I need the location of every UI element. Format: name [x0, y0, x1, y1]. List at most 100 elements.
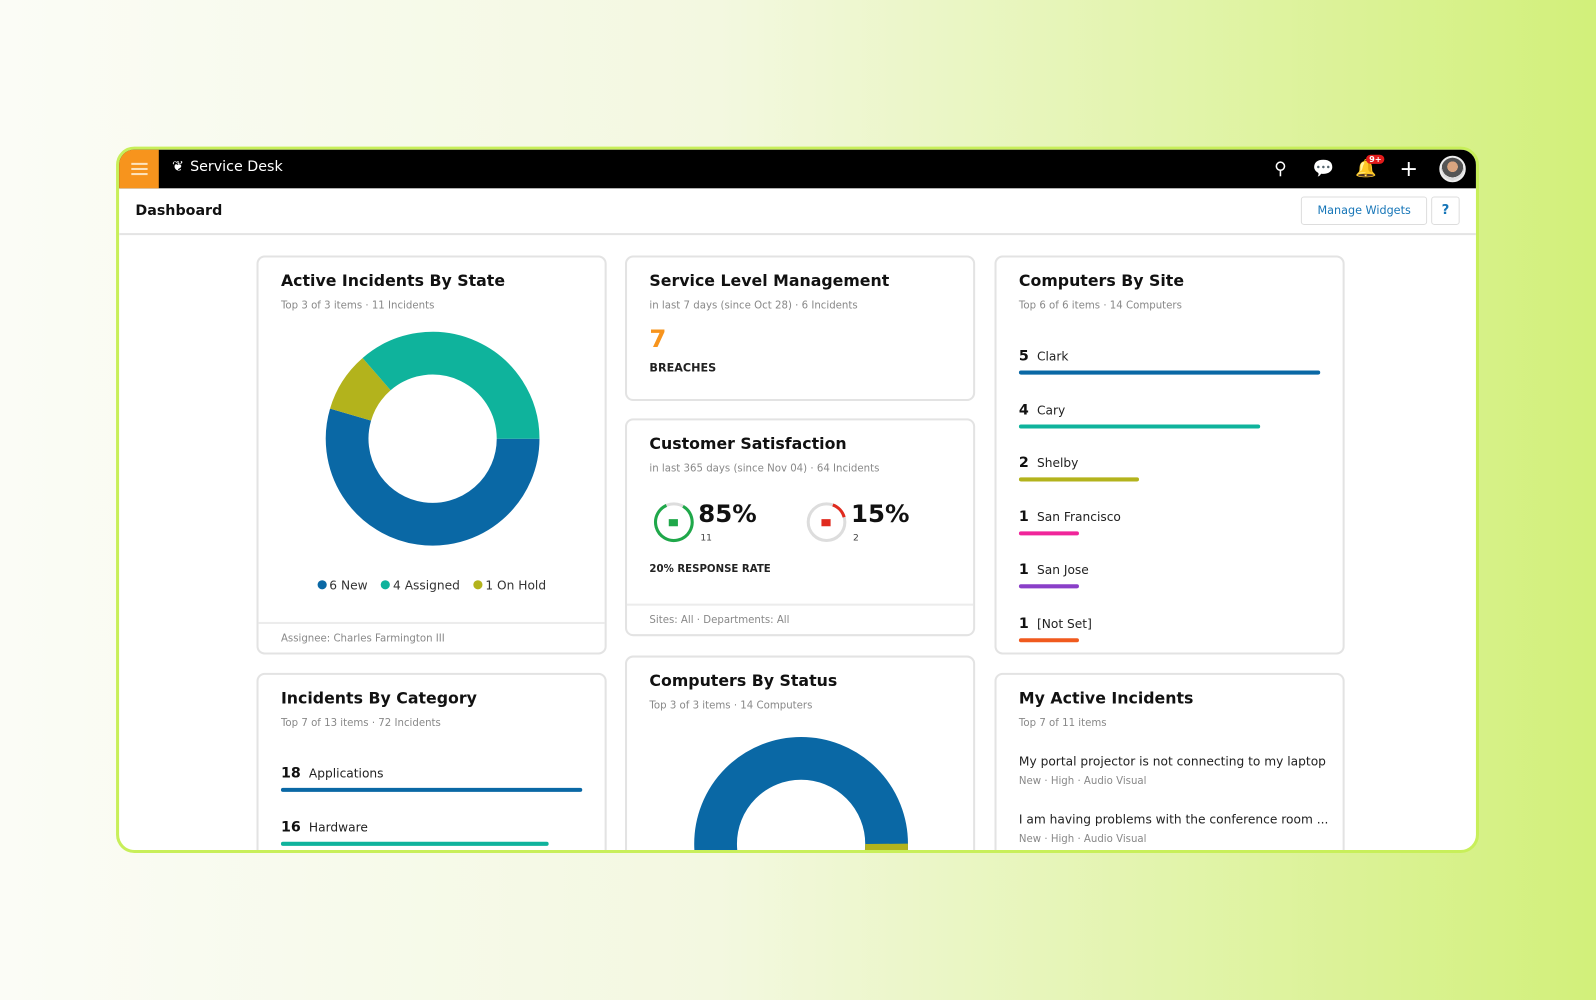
bar-row[interactable]: 1 [Not Set]: [1018, 613, 1320, 643]
incident-title: I am having problems with the conference…: [1018, 812, 1329, 827]
widget-incidents-by-category: Incidents By Category Top 7 of 13 items …: [256, 672, 607, 850]
app-brand[interactable]: ❦ Service Desk: [172, 159, 283, 175]
legend-label: 6 New: [329, 578, 368, 593]
incidents-donut-chart: [325, 331, 540, 546]
legend-label: 4 Assigned: [393, 578, 460, 593]
negative-count: 2: [853, 533, 859, 544]
bar-fill: [1018, 370, 1321, 375]
bar-count: 1: [1018, 508, 1029, 526]
thumbs-up-gauge-icon: [654, 502, 694, 543]
bar-label: San Francisco: [1036, 509, 1121, 525]
bar-label: [Not Set]: [1036, 616, 1092, 632]
widget-title: Incidents By Category: [280, 689, 477, 708]
legend-dot: [473, 580, 483, 590]
widget-title: Computers By Status: [649, 671, 838, 691]
widget-title: My Active Incidents: [1018, 689, 1194, 708]
donut-segment[interactable]: [864, 843, 908, 853]
bar-label: Cary: [1036, 402, 1066, 417]
widget-service-level: Service Level Management in last 7 days …: [624, 255, 976, 402]
bar-count: 18: [280, 765, 301, 782]
bar-fill: [1018, 531, 1080, 536]
page-header: Dashboard Manage Widgets ?: [119, 188, 1476, 236]
donut-segment[interactable]: [325, 408, 540, 546]
app-title: Service Desk: [190, 158, 283, 176]
widget-my-active-incidents: My Active Incidents Top 7 of 11 items My…: [994, 672, 1345, 850]
widget-title: Computers By Site: [1018, 271, 1185, 291]
notification-badge: 9+: [1366, 154, 1385, 164]
bar-label: San Jose: [1036, 563, 1089, 578]
bar-fill: [280, 787, 583, 792]
bar-count: 16: [280, 818, 301, 836]
positive-percent: 85%: [698, 499, 757, 529]
bar-fill: [1018, 477, 1140, 482]
widget-customer-satisfaction: Customer Satisfaction in last 365 days (…: [624, 418, 976, 637]
bar-label: Applications: [308, 766, 384, 781]
bar-count: 4: [1018, 401, 1029, 418]
legend-item-new[interactable]: 6 New: [317, 578, 368, 592]
widget-computers-by-status: Computers By Status Top 3 of 3 items · 1…: [624, 655, 976, 853]
bar-row[interactable]: 16 Hardware: [280, 816, 582, 846]
legend-label: 1 On Hold: [485, 578, 547, 593]
breaches-label: BREACHES: [649, 361, 717, 375]
legend-item-assigned[interactable]: 4 Assigned: [380, 578, 460, 593]
bar-label: Hardware: [308, 820, 368, 835]
bar-row[interactable]: 1 San Francisco: [1018, 506, 1320, 536]
widget-footer: Assignee: Charles Farmington III: [258, 621, 605, 653]
incident-list-item[interactable]: I am having problems with the conference…: [1019, 812, 1329, 845]
bar-row[interactable]: 1 San Jose: [1018, 559, 1320, 589]
incident-meta: New · High · Audio Visual: [1018, 833, 1147, 845]
breaches-count[interactable]: 7: [649, 324, 667, 354]
positive-count: 11: [700, 533, 712, 544]
widget-computers-by-site: Computers By Site Top 6 of 6 items · 14 …: [994, 255, 1345, 655]
thumbs-down-gauge-icon: [806, 502, 847, 543]
computers-status-donut-chart: [694, 736, 908, 853]
plus-icon[interactable]: +: [1399, 156, 1419, 182]
widget-active-incidents: Active Incidents By State Top 3 of 3 ite…: [256, 255, 607, 655]
donut-segment[interactable]: [694, 736, 908, 853]
app-window: ❦ Service Desk ⚲ 💬 🔔 9+ + Dashboard Manage…: [116, 146, 1480, 854]
bar-row[interactable]: 5 Clark: [1018, 345, 1321, 375]
bar-fill: [1018, 638, 1080, 643]
legend-dot: [317, 580, 327, 590]
avatar[interactable]: [1439, 155, 1466, 183]
incident-meta: New · High · Audio Visual: [1018, 775, 1147, 787]
help-button[interactable]: ?: [1431, 196, 1460, 225]
chat-icon[interactable]: 💬: [1312, 158, 1335, 180]
search-icon[interactable]: ⚲: [1274, 158, 1287, 180]
bar-row[interactable]: 18 Applications: [280, 762, 583, 792]
widget-subtitle: Top 6 of 6 items · 14 Computers: [1018, 300, 1182, 312]
manage-widgets-button[interactable]: Manage Widgets: [1301, 196, 1428, 225]
incident-title: My portal projector is not connecting to…: [1018, 754, 1326, 769]
bar-label: Clark: [1036, 349, 1069, 364]
bar-row[interactable]: 2 Shelby: [1018, 452, 1320, 482]
bar-count: 1: [1018, 562, 1029, 579]
widget-subtitle: in last 7 days (since Oct 28) · 6 Incide…: [649, 300, 858, 312]
donut-segment[interactable]: [330, 357, 392, 422]
logo-icon: ❦: [172, 158, 184, 176]
donut-segment[interactable]: [362, 331, 540, 440]
menu-icon[interactable]: [119, 149, 159, 189]
widget-subtitle: Top 3 of 3 items · 14 Computers: [649, 700, 813, 712]
negative-percent: 15%: [850, 499, 910, 529]
legend-item-on-hold[interactable]: 1 On Hold: [473, 578, 546, 592]
widget-subtitle: Top 3 of 3 items · 11 Incidents: [280, 300, 435, 312]
widget-title: Service Level Management: [649, 271, 890, 291]
bar-count: 2: [1018, 455, 1029, 472]
bar-fill: [1018, 584, 1080, 589]
bar-row[interactable]: 4 Cary: [1018, 399, 1320, 429]
widget-subtitle: Top 7 of 13 items · 72 Incidents: [280, 717, 441, 729]
page-title: Dashboard: [135, 202, 223, 219]
legend-dot: [380, 580, 390, 590]
bell-icon[interactable]: 🔔 9+: [1354, 154, 1385, 179]
bar-fill: [1018, 424, 1260, 429]
widget-subtitle: in last 365 days (since Nov 04) · 64 Inc…: [649, 463, 880, 475]
response-rate: 20% RESPONSE RATE: [649, 563, 771, 576]
bar-count: 5: [1018, 348, 1029, 365]
widget-title: Customer Satisfaction: [649, 434, 847, 453]
bar-count: 1: [1018, 615, 1029, 633]
widget-title: Active Incidents By State: [280, 271, 506, 291]
widget-footer: Sites: All · Departments: All: [627, 603, 974, 635]
top-bar: ❦ Service Desk ⚲ 💬 🔔 9+ +: [119, 149, 1476, 189]
widget-subtitle: Top 7 of 11 items: [1018, 717, 1107, 729]
incident-list-item[interactable]: My portal projector is not connecting to…: [1019, 754, 1326, 787]
